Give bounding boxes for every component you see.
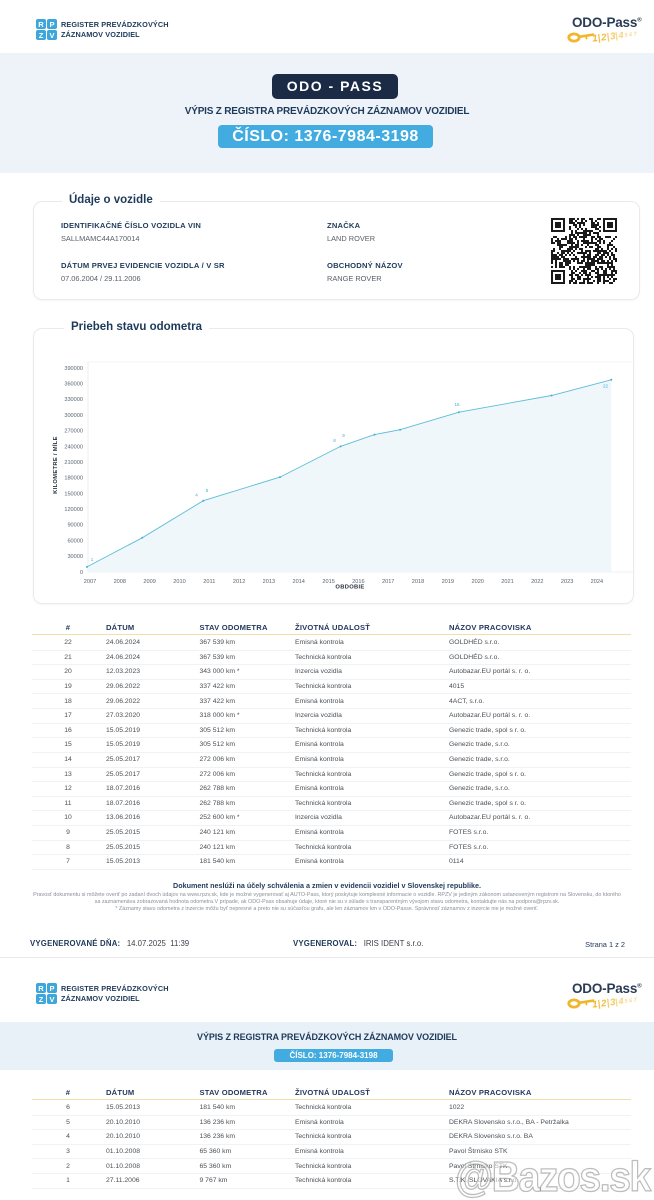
svg-text:2: 2 <box>600 998 608 1009</box>
svg-text:KILOMETRE / MÍLE: KILOMETRE / MÍLE <box>51 436 59 494</box>
svg-text:2018: 2018 <box>412 579 424 585</box>
svg-text:|: | <box>614 31 618 41</box>
svg-text:4: 4 <box>617 30 624 41</box>
svg-text:2021: 2021 <box>501 579 513 585</box>
svg-text:270000: 270000 <box>64 429 83 435</box>
svg-text:1: 1 <box>91 557 94 562</box>
svg-text:390000: 390000 <box>64 366 83 372</box>
svg-text:210000: 210000 <box>64 460 83 466</box>
svg-text:|: | <box>597 33 601 43</box>
svg-text:|: | <box>606 998 610 1009</box>
svg-text:2008: 2008 <box>114 579 126 585</box>
svg-text:180000: 180000 <box>64 476 83 482</box>
svg-text:150000: 150000 <box>64 491 83 497</box>
svg-text:240000: 240000 <box>64 444 83 450</box>
svg-text:OBDOBIE: OBDOBIE <box>335 585 364 591</box>
svg-text:2010: 2010 <box>173 579 185 585</box>
svg-text:0: 0 <box>80 570 83 576</box>
svg-text:2012: 2012 <box>233 579 245 585</box>
svg-text:|: | <box>606 32 610 43</box>
svg-text:2023: 2023 <box>561 579 573 585</box>
svg-text:360000: 360000 <box>64 382 83 388</box>
svg-text:2011: 2011 <box>203 579 215 585</box>
svg-text:2: 2 <box>600 32 608 43</box>
svg-text:3: 3 <box>609 997 616 1009</box>
svg-text:5: 5 <box>206 488 209 493</box>
svg-text:5 6 7 8: 5 6 7 8 <box>624 997 638 1005</box>
svg-text:5 6 7 8: 5 6 7 8 <box>624 31 638 39</box>
svg-text:3: 3 <box>609 31 616 43</box>
svg-text:4: 4 <box>617 996 624 1007</box>
svg-text:9: 9 <box>342 433 345 438</box>
svg-text:22: 22 <box>603 384 609 389</box>
svg-text:|: | <box>597 999 601 1009</box>
svg-text:2020: 2020 <box>471 579 483 585</box>
svg-text:330000: 330000 <box>64 397 83 403</box>
svg-text:2017: 2017 <box>382 579 394 585</box>
svg-text:8: 8 <box>333 438 336 443</box>
svg-text:15: 15 <box>454 402 460 407</box>
svg-text:2007: 2007 <box>84 579 96 585</box>
svg-text:30000: 30000 <box>67 554 83 560</box>
svg-text:2022: 2022 <box>531 579 543 585</box>
svg-text:2024: 2024 <box>591 579 603 585</box>
svg-text:2015: 2015 <box>322 579 334 585</box>
svg-text:2013: 2013 <box>263 579 275 585</box>
svg-text:90000: 90000 <box>67 523 83 529</box>
svg-text:1: 1 <box>592 33 599 43</box>
svg-text:1: 1 <box>592 999 599 1009</box>
svg-text:|: | <box>614 997 618 1007</box>
svg-text:4: 4 <box>195 493 198 498</box>
svg-text:60000: 60000 <box>67 538 83 544</box>
svg-text:300000: 300000 <box>64 413 83 419</box>
svg-text:2016: 2016 <box>352 579 364 585</box>
svg-text:2014: 2014 <box>292 579 304 585</box>
svg-text:2009: 2009 <box>143 579 155 585</box>
svg-text:120000: 120000 <box>64 507 83 513</box>
svg-text:2019: 2019 <box>442 579 454 585</box>
